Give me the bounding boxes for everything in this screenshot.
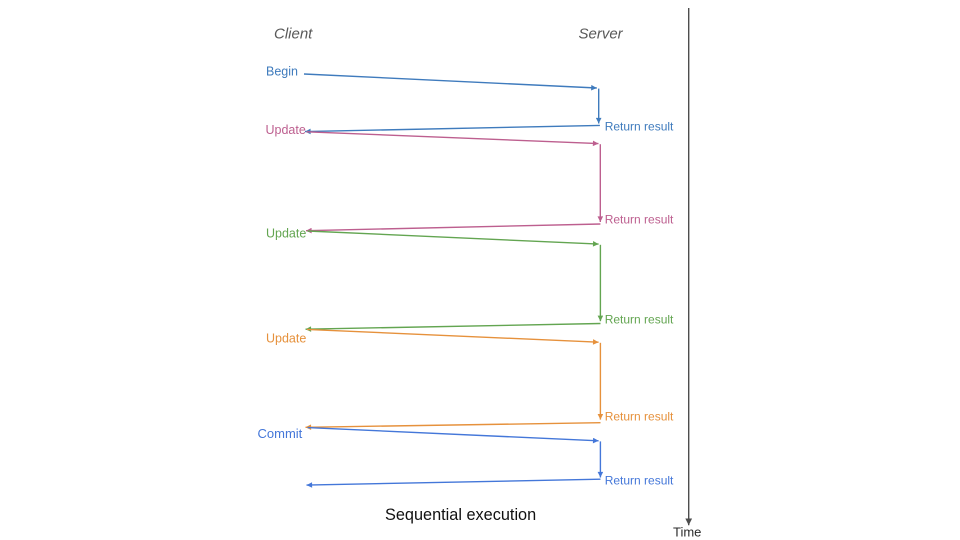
svg-text:Client: Client (274, 26, 313, 43)
svg-text:Return result: Return result (605, 409, 674, 423)
svg-text:Sequential execution: Sequential execution (385, 506, 536, 524)
svg-text:Return result: Return result (605, 120, 674, 134)
svg-text:Return result: Return result (605, 313, 674, 327)
svg-text:Return result: Return result (605, 474, 674, 488)
svg-text:Update: Update (266, 227, 306, 241)
svg-text:Update: Update (266, 332, 306, 346)
svg-text:Server: Server (579, 26, 624, 43)
svg-text:Time: Time (673, 524, 701, 539)
svg-text:Commit: Commit (258, 426, 303, 441)
svg-text:Begin: Begin (266, 64, 298, 78)
svg-text:Return result: Return result (605, 213, 674, 227)
svg-text:Update: Update (266, 123, 306, 137)
